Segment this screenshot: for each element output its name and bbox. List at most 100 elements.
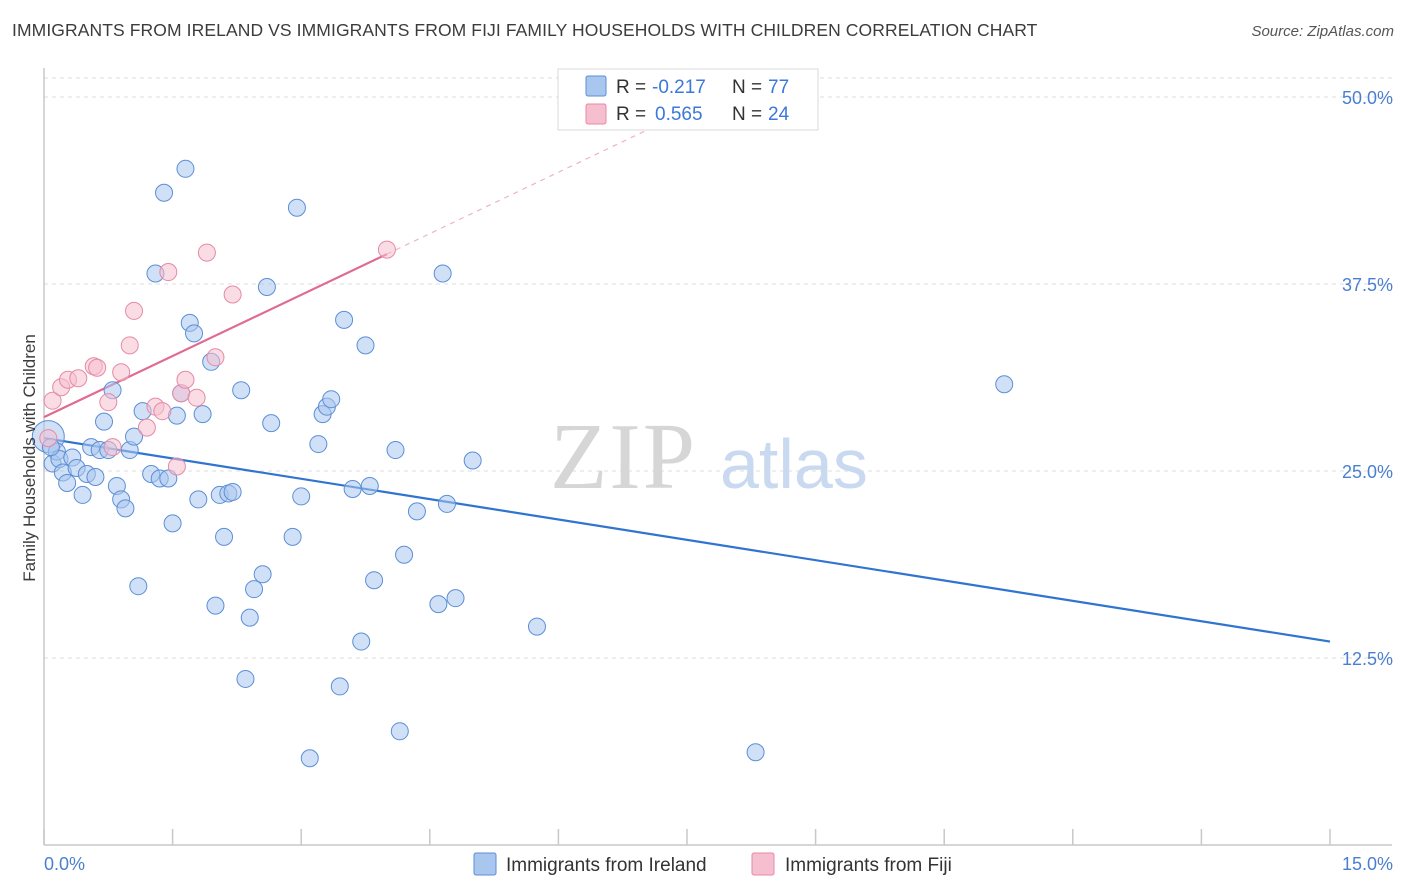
x-tick-label-min: 0.0% [44,854,85,874]
fiji-point [137,418,156,437]
ireland-point [365,571,384,590]
legend-n-fiji: 24 [768,104,790,125]
ireland-point [446,589,465,608]
ireland-point [215,527,234,546]
x-tick-label-max: 15.0% [1342,854,1393,874]
axes [43,68,1392,846]
ireland-point [240,608,259,627]
trend-line-fiji-extension [386,130,645,255]
legend-n-ireland: 77 [768,77,789,98]
ireland-point [185,324,204,343]
ireland-point [257,277,276,296]
ireland-point [262,414,281,433]
fiji-point [153,402,172,421]
series-legend: Immigrants from Ireland Immigrants from … [473,852,952,876]
ireland-point [300,749,319,768]
y-tick-label-0: 12.5% [1342,649,1393,669]
ireland-point [125,427,144,446]
legend-r-fiji: 0.565 [655,104,703,125]
ireland-point [223,482,242,501]
ireland-point [86,467,105,486]
ireland-point [58,473,77,492]
ireland-point [395,545,414,564]
fiji-point [377,240,396,259]
ireland-point [245,580,264,599]
bottom-legend-swatch-fiji [751,852,775,876]
legend-n-label-fiji: N = [732,104,762,125]
ireland-point [193,405,212,424]
ireland-point [527,617,546,636]
fiji-point [159,263,178,282]
watermark-zip: ZIP [550,405,697,509]
ireland-point [73,485,92,504]
ireland-point [407,502,426,521]
ireland-point [330,677,349,696]
legend-r-label-fiji: R = [616,104,646,125]
legend-swatch-fiji [585,103,607,125]
trend-lines [43,130,1331,643]
ireland-point [206,596,225,615]
y-tick-label-2: 37.5% [1342,275,1393,295]
bottom-legend-label-ireland: Immigrants from Ireland [506,855,707,876]
ireland-point [176,159,195,178]
trend-line-fiji [43,253,388,419]
ireland-point [995,375,1014,394]
ireland-point [463,451,482,470]
fiji-point [167,457,186,476]
y-axis-title: Family Households with Children [20,334,39,582]
ireland-point [189,490,208,509]
bottom-legend-label-fiji: Immigrants from Fiji [785,855,952,876]
ireland-point [343,479,362,498]
fiji-point [206,348,225,367]
ireland-point [163,514,182,533]
ireland-point [253,565,272,584]
y-tick-label-1: 25.0% [1342,462,1393,482]
ireland-point [129,577,148,596]
ireland-point [437,494,456,513]
ireland-point [356,336,375,355]
fiji-point [88,358,107,377]
ireland-point [95,412,114,431]
ireland-point [155,183,174,202]
legend-r-label-ireland: R = [616,77,646,98]
fiji-point [39,429,58,448]
y-tick-labels: 12.5% 25.0% 37.5% 50.0% [1342,88,1393,669]
fiji-point [125,301,144,320]
ireland-point [746,743,765,762]
ireland-point [283,527,302,546]
ireland-point [309,435,328,454]
chart-title: IMMIGRANTS FROM IRELAND VS IMMIGRANTS FR… [12,20,1038,40]
fiji-point [103,438,122,457]
fiji-point [176,370,195,389]
ireland-point [287,198,306,217]
fiji-point [187,388,206,407]
watermark-atlas: atlas [720,425,868,503]
y-tick-label-3: 50.0% [1342,88,1393,108]
legend-swatch-ireland [585,75,607,97]
ireland-point [390,722,409,741]
ireland-point [386,441,405,460]
ireland-point [232,381,251,400]
fiji-point [99,393,118,412]
legend-r-ireland: -0.217 [652,77,706,98]
ireland-point [360,476,379,495]
ireland-point [292,487,311,506]
fiji-point [120,336,139,355]
trend-line-ireland [43,437,1331,643]
legend-n-label-ireland: N = [732,77,762,98]
data-points [31,159,1014,768]
ireland-point [433,264,452,283]
fiji-point [112,363,131,382]
fiji-point [43,391,62,410]
ireland-point [236,669,255,688]
bottom-legend-swatch-ireland [473,852,497,876]
ireland-point [322,390,341,409]
fiji-point [69,369,88,388]
correlation-legend: R = -0.217 N = 77 R = 0.565 N = 24 [557,68,819,131]
ireland-point [352,632,371,651]
gridlines [44,77,1392,659]
ireland-point [429,595,448,614]
source-credit: Source: ZipAtlas.com [1251,23,1394,40]
ireland-point [335,310,354,329]
